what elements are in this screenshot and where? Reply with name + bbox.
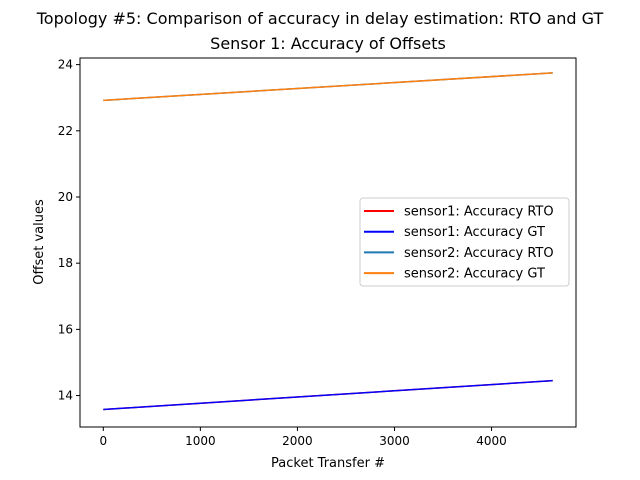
legend-label-3: sensor2: Accuracy RTO [404,246,554,261]
legend: sensor1: Accuracy RTO sensor1: Accuracy G… [359,197,570,287]
chart-suptitle: Topology #5: Comparison of accuracy in d… [36,9,604,28]
y-tick-label: 18 [58,256,73,270]
y-tick-label: 24 [58,58,73,72]
legend-label-4: sensor2: Accuracy GT [404,267,545,282]
series-line-2 [103,379,553,411]
plot-frame [79,57,577,428]
x-axis-ticks: 0 1000 2000 3000 4000 [99,427,507,448]
plot-lines [103,72,553,411]
x-tick-label: 4000 [476,434,507,448]
x-tick-label: 3000 [379,434,410,448]
legend-items: sensor1: Accuracy RTO sensor1: Accuracy G… [364,205,554,282]
y-tick-label: 22 [58,124,73,138]
chart-title: Sensor 1: Accuracy of Offsets [210,34,446,53]
x-tick-label: 0 [99,434,107,448]
x-tick-label: 2000 [282,434,313,448]
legend-label-2: sensor1: Accuracy GT [404,225,545,240]
y-tick-label: 16 [58,322,73,336]
x-axis-label: Packet Transfer # [271,456,385,471]
y-axis-label: Offset values [32,199,47,285]
y-tick-label: 14 [58,389,73,403]
legend-box [359,197,570,287]
series-line-4 [103,72,553,102]
legend-label-1: sensor1: Accuracy RTO [404,205,554,220]
y-axis-ticks: 14 16 18 20 22 24 [58,58,80,403]
y-tick-label: 20 [58,190,73,204]
x-tick-label: 1000 [185,434,216,448]
